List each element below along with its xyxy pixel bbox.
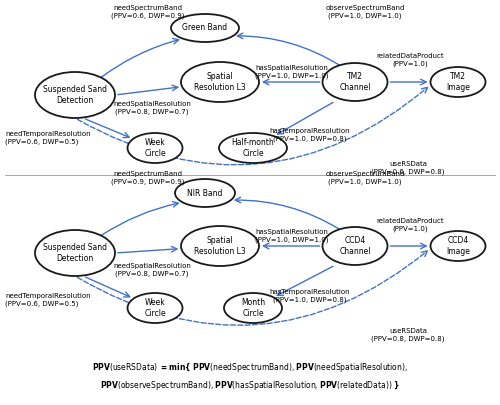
- Text: $\mathbf{PPV}$(observeSpectrumBand), $\mathbf{PPV}$(hasSpatialResolution, $\math: $\mathbf{PPV}$(observeSpectrumBand), $\m…: [100, 379, 400, 392]
- Text: useRSData
(PPV=0.6, DWP=0.8): useRSData (PPV=0.6, DWP=0.8): [371, 161, 445, 175]
- Text: Suspended Sand
Detection: Suspended Sand Detection: [43, 85, 107, 105]
- Ellipse shape: [128, 133, 182, 163]
- Text: Green Band: Green Band: [182, 23, 228, 32]
- Ellipse shape: [181, 62, 259, 102]
- Ellipse shape: [322, 227, 388, 265]
- Text: Half-month
Circle: Half-month Circle: [232, 138, 274, 158]
- Ellipse shape: [219, 133, 287, 163]
- Text: NIR Band: NIR Band: [188, 188, 222, 198]
- Text: observeSpectrumBand
(PPV=1.0, DWP=1.0): observeSpectrumBand (PPV=1.0, DWP=1.0): [326, 5, 404, 19]
- Ellipse shape: [430, 67, 486, 97]
- Text: needTemporalResolution
(PPV=0.6, DWP=0.5): needTemporalResolution (PPV=0.6, DWP=0.5…: [5, 293, 90, 307]
- Text: $\mathbf{PPV}$(useRSData) $\mathbf{= min\{}$ $\mathbf{PPV}$(needSpectrumBand), $: $\mathbf{PPV}$(useRSData) $\mathbf{= min…: [92, 362, 408, 375]
- Text: hasSpatialResolution
(PPV=1.0, DWP=1.0): hasSpatialResolution (PPV=1.0, DWP=1.0): [256, 65, 329, 79]
- Ellipse shape: [224, 293, 282, 323]
- Ellipse shape: [175, 179, 235, 207]
- Ellipse shape: [35, 72, 115, 118]
- Text: CCD4
Image: CCD4 Image: [446, 236, 470, 256]
- Text: Spatial
Resolution L3: Spatial Resolution L3: [194, 72, 246, 92]
- Ellipse shape: [430, 231, 486, 261]
- Ellipse shape: [322, 63, 388, 101]
- Text: Week
Circle: Week Circle: [144, 298, 166, 318]
- Text: Suspended Sand
Detection: Suspended Sand Detection: [43, 243, 107, 263]
- Text: Week
Circle: Week Circle: [144, 138, 166, 158]
- Text: needTemporalResolution
(PPV=0.6, DWP=0.5): needTemporalResolution (PPV=0.6, DWP=0.5…: [5, 131, 90, 145]
- Text: CCD4
Channel: CCD4 Channel: [339, 236, 371, 256]
- Text: hasTemporalResolution
(PPV=1.0, DWP=0.8): hasTemporalResolution (PPV=1.0, DWP=0.8): [270, 289, 350, 303]
- Text: Month
Circle: Month Circle: [241, 298, 265, 318]
- Text: Spatial
Resolution L3: Spatial Resolution L3: [194, 236, 246, 256]
- Text: useRSData
(PPV=0.8, DWP=0.8): useRSData (PPV=0.8, DWP=0.8): [371, 328, 445, 342]
- Ellipse shape: [181, 226, 259, 266]
- Text: observeSpectrumBand
(PPV=1.0, DWP=1.0): observeSpectrumBand (PPV=1.0, DWP=1.0): [326, 171, 404, 185]
- Ellipse shape: [128, 293, 182, 323]
- Text: TM2
Channel: TM2 Channel: [339, 72, 371, 92]
- Text: needSpectrumBand
(PPV=0.6, DWP=0.9): needSpectrumBand (PPV=0.6, DWP=0.9): [111, 5, 185, 19]
- Text: needSpatialResolution
(PPV=0.8, DWP=0.7): needSpatialResolution (PPV=0.8, DWP=0.7): [113, 101, 191, 115]
- Text: needSpatialResolution
(PPV=0.8, DWP=0.7): needSpatialResolution (PPV=0.8, DWP=0.7): [113, 263, 191, 277]
- Ellipse shape: [35, 230, 115, 276]
- Text: needSpectrumBand
(PPV=0.9, DWP=0.9): needSpectrumBand (PPV=0.9, DWP=0.9): [111, 171, 185, 185]
- Text: TM2
Image: TM2 Image: [446, 72, 470, 92]
- Text: relatedDataProduct
(PPV=1.0): relatedDataProduct (PPV=1.0): [376, 53, 444, 67]
- Text: hasSpatialResolution
(PPV=1.0, DWP=1.0): hasSpatialResolution (PPV=1.0, DWP=1.0): [256, 229, 329, 243]
- Text: hasTemporalResolution
(PPV=1.0, DWP=0.8): hasTemporalResolution (PPV=1.0, DWP=0.8): [270, 128, 350, 142]
- Text: relatedDataProduct
(PPV=1.0): relatedDataProduct (PPV=1.0): [376, 218, 444, 232]
- Ellipse shape: [171, 14, 239, 42]
